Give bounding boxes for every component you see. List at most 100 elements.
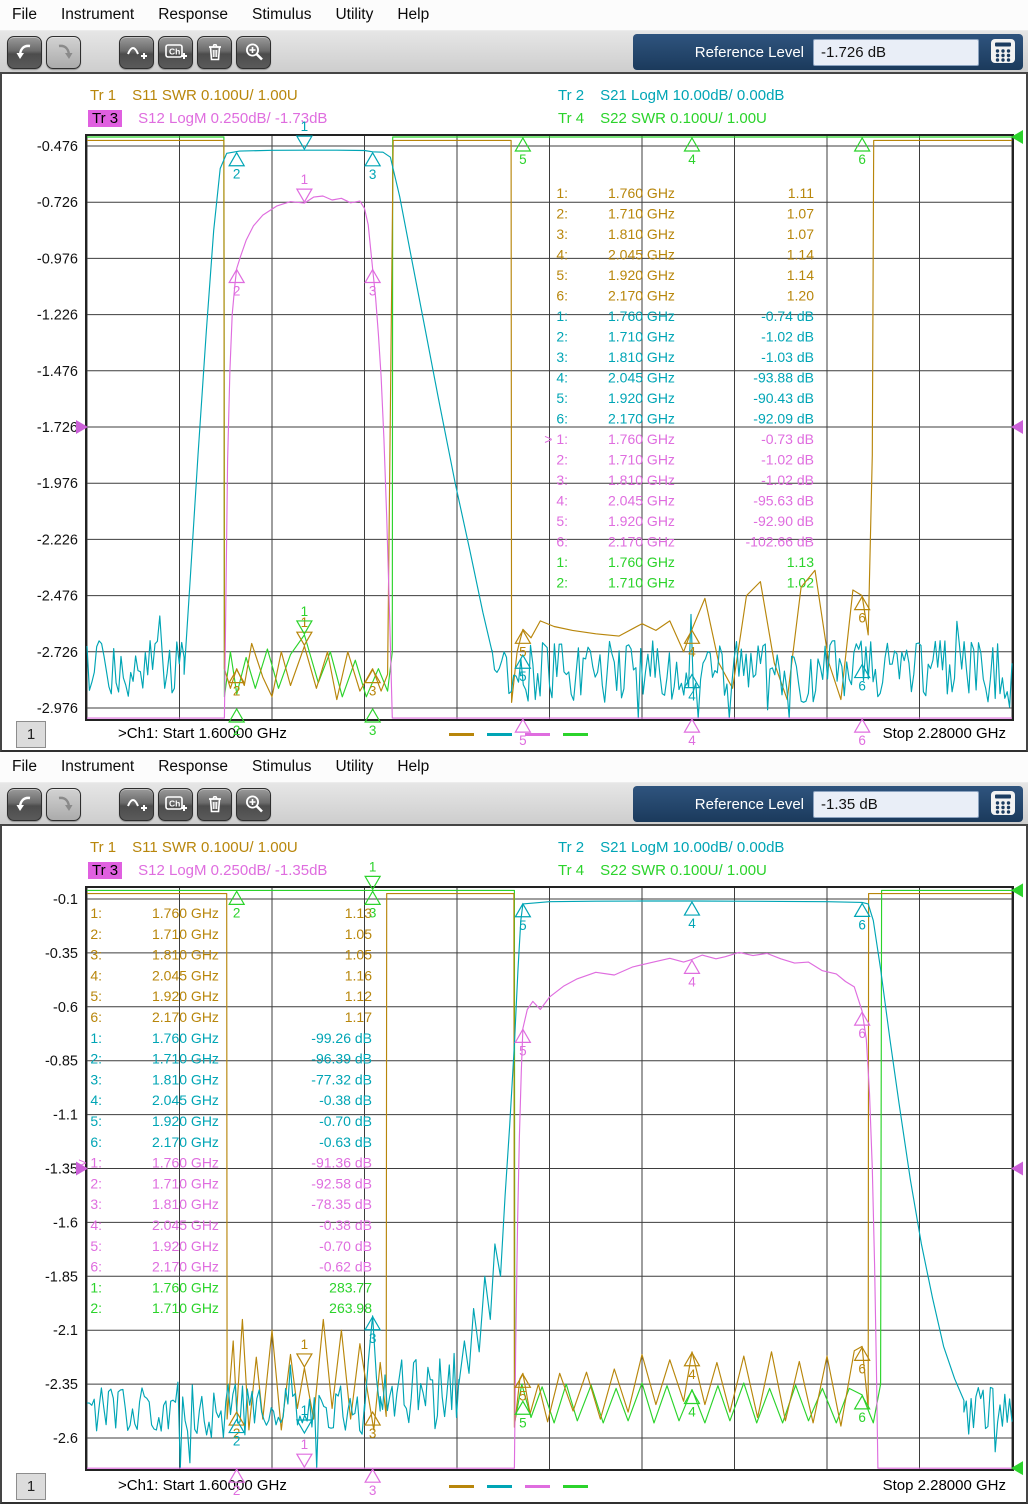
add-channel-button[interactable]: Ch [158,35,193,69]
marker-table-value: -0.38 dB [319,1217,372,1233]
redo-button[interactable] [46,35,81,69]
menu-response[interactable]: Response [158,6,229,23]
trace-title-tr1[interactable]: Tr 1 S11 SWR 0.100U/ 1.00U [90,87,298,104]
keypad-icon [991,791,1015,815]
trace-title-tr4[interactable]: Tr 4 S22 SWR 0.100U/ 1.00U [558,110,767,127]
undo-button[interactable] [7,787,42,821]
trace-label: S21 LogM 10.00dB/ 0.00dB [600,87,785,104]
delete-trace-button[interactable] [197,35,232,69]
marker-label-tr2-2: 2 [233,1434,241,1449]
y-axis-label: -0.85 [45,1054,78,1070]
marker-label-tr1-6: 6 [858,611,866,626]
marker-table-number: 1: [90,905,102,921]
menu-utility[interactable]: Utility [335,6,374,23]
menu-help[interactable]: Help [397,6,430,23]
keypad-button[interactable] [988,38,1018,66]
marker-table-freq: 1.810 GHz [152,947,219,963]
marker-table-freq: 2.045 GHz [152,1217,219,1233]
add-channel-button[interactable]: Ch [158,787,193,821]
trace-title-tr2[interactable]: Tr 2 S21 LogM 10.00dB/ 0.00dB [558,839,784,856]
instrument-window-2: File Instrument Response Stimulus Utilit… [0,752,1028,1504]
marker-tr4-5 [514,1400,532,1415]
menu-stimulus[interactable]: Stimulus [252,758,312,775]
menu-stimulus[interactable]: Stimulus [252,6,312,23]
marker-tr3-4 [683,959,701,974]
sweep-start-label: >Ch1: Start 1.60000 GHz [118,1477,287,1494]
marker-tr4-1 [295,620,313,636]
marker-tr1-4 [683,1351,701,1367]
marker-label-tr2-6: 6 [858,917,866,932]
chart-region-2[interactable]: Tr 1 S11 SWR 0.100U/ 1.00U Tr 2 S21 LogM 1… [0,824,1028,1504]
marker-table-freq: 2.170 GHz [608,534,675,550]
marker-label-tr2-4: 4 [688,916,696,931]
trace-title-tr3[interactable]: Tr 3 S12 LogM 0.250dB/ -1.73dB [88,110,327,127]
add-trace-icon [126,47,147,59]
marker-tr1-3 [364,668,382,684]
trace-title-tr4[interactable]: Tr 4 S22 SWR 0.100U/ 1.00U [558,862,767,879]
sweep-start-label: >Ch1: Start 1.60000 GHz [118,725,287,742]
marker-table-value: -95.63 dB [753,493,814,509]
menu-response[interactable]: Response [158,758,229,775]
trace-badge: Tr 2 [558,87,585,104]
y-axis-label: -2.6 [53,1431,78,1447]
marker-table-value: 1.07 [787,226,814,242]
marker-label-tr2-3: 3 [369,1331,377,1346]
marker-table-freq: 1.710 GHz [152,1175,219,1191]
menu-file[interactable]: File [12,6,37,23]
marker-table-number: 5: [556,267,568,283]
marker-table-value: 1.20 [787,288,814,304]
marker-table-value: 263.98 [329,1300,372,1316]
ref-arrow-right [1011,883,1023,898]
zoom-button[interactable] [236,787,271,821]
delete-trace-button[interactable] [197,787,232,821]
marker-table-number: 2: [90,926,102,942]
marker-table-freq: 1.760 GHz [152,1279,219,1295]
add-trace-button[interactable] [119,787,154,821]
trace-title-tr1[interactable]: Tr 1 S11 SWR 0.100U/ 1.00U [90,839,298,856]
marker-table-number: 6: [556,534,568,550]
trace-title-tr2[interactable]: Tr 2 S21 LogM 10.00dB/ 0.00dB [558,87,784,104]
keypad-button[interactable] [988,790,1018,818]
trace-label: S22 SWR 0.100U/ 1.00U [600,862,767,879]
redo-button[interactable] [46,787,81,821]
menu-utility[interactable]: Utility [335,758,374,775]
marker-table-freq: 2.170 GHz [608,288,675,304]
reference-level-input[interactable] [813,38,979,66]
marker-table-value: -0.62 dB [319,1259,372,1275]
add-trace-button[interactable] [119,35,154,69]
legend-dash-tr1 [449,1485,474,1488]
menu-file[interactable]: File [12,758,37,775]
chart-region-1[interactable]: Tr 1 S11 SWR 0.100U/ 1.00U Tr 2 S21 LogM 1… [0,72,1028,752]
marker-table-number: 4: [90,967,102,983]
marker-table-number: 2: [556,452,568,468]
zoom-icon [245,43,263,61]
trace-badge: Tr 4 [558,110,585,127]
marker-label-tr4-1: 1 [369,859,377,874]
trace-title-tr3[interactable]: Tr 3 S12 LogM 0.250dB/ -1.35dB [88,862,327,879]
marker-table-value: -0.73 dB [761,431,814,447]
menu-instrument[interactable]: Instrument [60,758,135,775]
marker-table-freq: 1.710 GHz [152,1300,219,1316]
undo-button[interactable] [7,35,42,69]
keypad-icon [991,39,1015,63]
menu-help[interactable]: Help [397,758,430,775]
menu-bar: File Instrument Response Stimulus Utilit… [0,752,1028,783]
menu-instrument[interactable]: Instrument [60,6,135,23]
svg-text:Ch: Ch [169,47,180,57]
trace-tr1 [87,139,1012,703]
channel-number-box[interactable]: 1 [16,1473,46,1500]
marker-tr2-5 [514,902,532,918]
marker-table-value: -1.02 dB [761,472,814,488]
marker-table-number: 6: [556,288,568,304]
zoom-button[interactable] [236,35,271,69]
status-bar: 1 >Ch1: Start 1.60000 GHz Stop 2.28000 G… [2,1472,1026,1502]
marker-table-value: 1.14 [787,267,814,283]
reference-level-label: Reference Level [694,795,804,813]
channel-number-box[interactable]: 1 [16,721,46,748]
reference-level-input[interactable] [813,790,979,818]
trace-label: S11 SWR 0.100U/ 1.00U [132,87,298,104]
marker-table-number: 1: [556,185,568,201]
marker-table-freq: 1.760 GHz [608,431,675,447]
instrument-window-1: File Instrument Response Stimulus Utilit… [0,0,1028,752]
y-axis-label: -1.226 [37,308,78,324]
